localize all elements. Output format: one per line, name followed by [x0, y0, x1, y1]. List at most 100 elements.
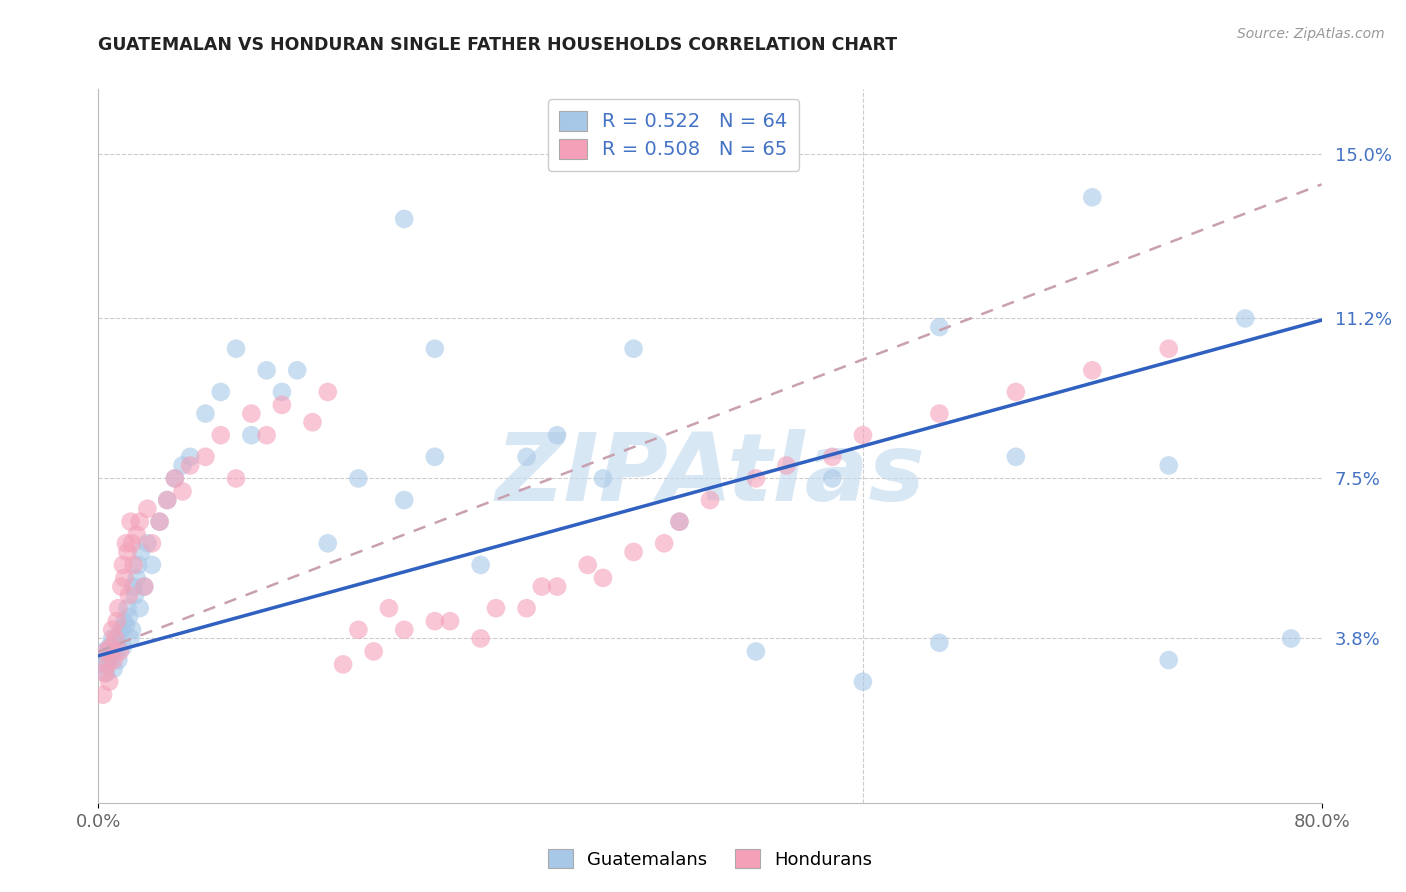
- Point: [127, 558, 149, 572]
- Point: [156, 493, 179, 508]
- Point: [163, 471, 186, 485]
- Point: [93, 666, 115, 681]
- Point: [179, 450, 201, 464]
- Point: [852, 674, 875, 689]
- Point: [105, 614, 128, 628]
- Point: [485, 601, 508, 615]
- Point: [117, 545, 139, 559]
- Point: [107, 653, 129, 667]
- Point: [256, 363, 278, 377]
- Point: [101, 623, 124, 637]
- Point: [516, 450, 538, 464]
- Point: [93, 644, 115, 658]
- Point: [91, 657, 114, 672]
- Point: [134, 580, 156, 594]
- Point: [194, 407, 217, 421]
- Point: [285, 363, 308, 377]
- Point: [270, 384, 294, 399]
- Point: [745, 644, 768, 658]
- Text: Source: ZipAtlas.com: Source: ZipAtlas.com: [1237, 27, 1385, 41]
- Point: [105, 636, 128, 650]
- Legend: Guatemalans, Hondurans: Guatemalans, Hondurans: [540, 842, 880, 876]
- Point: [97, 657, 120, 672]
- Point: [136, 501, 159, 516]
- Point: [125, 527, 148, 541]
- Point: [122, 558, 145, 572]
- Point: [470, 632, 492, 646]
- Point: [149, 515, 172, 529]
- Point: [301, 415, 323, 429]
- Point: [316, 536, 339, 550]
- Point: [423, 342, 446, 356]
- Point: [1234, 311, 1257, 326]
- Point: [118, 610, 141, 624]
- Point: [149, 515, 172, 529]
- Text: GUATEMALAN VS HONDURAN SINGLE FATHER HOUSEHOLDS CORRELATION CHART: GUATEMALAN VS HONDURAN SINGLE FATHER HOU…: [98, 36, 897, 54]
- Point: [439, 614, 461, 628]
- Point: [470, 558, 492, 572]
- Text: ZIPAtlas: ZIPAtlas: [495, 428, 925, 521]
- Point: [118, 588, 141, 602]
- Point: [112, 571, 135, 585]
- Point: [141, 536, 163, 550]
- Point: [1081, 363, 1104, 377]
- Point: [423, 450, 446, 464]
- Point: [852, 428, 875, 442]
- Point: [100, 640, 122, 654]
- Point: [775, 458, 797, 473]
- Point: [516, 601, 538, 615]
- Point: [209, 384, 232, 399]
- Point: [97, 653, 120, 667]
- Point: [699, 493, 721, 508]
- Point: [209, 428, 232, 442]
- Point: [240, 428, 263, 442]
- Point: [103, 653, 125, 667]
- Point: [134, 580, 156, 594]
- Point: [104, 644, 127, 658]
- Point: [240, 407, 263, 421]
- Point: [98, 640, 121, 654]
- Point: [1157, 653, 1180, 667]
- Point: [91, 688, 114, 702]
- Point: [111, 640, 134, 654]
- Point: [163, 471, 186, 485]
- Point: [270, 398, 294, 412]
- Point: [392, 623, 416, 637]
- Point: [1004, 384, 1026, 399]
- Point: [103, 662, 125, 676]
- Point: [623, 545, 645, 559]
- Point: [225, 471, 247, 485]
- Point: [928, 636, 950, 650]
- Point: [128, 601, 150, 615]
- Point: [576, 558, 599, 572]
- Point: [332, 657, 354, 672]
- Point: [108, 644, 131, 658]
- Point: [592, 571, 614, 585]
- Point: [156, 493, 179, 508]
- Point: [668, 515, 690, 529]
- Point: [141, 558, 163, 572]
- Point: [111, 558, 134, 572]
- Point: [652, 536, 675, 550]
- Point: [121, 536, 143, 550]
- Point: [392, 493, 416, 508]
- Point: [104, 632, 127, 646]
- Point: [128, 515, 150, 529]
- Point: [117, 601, 139, 615]
- Point: [423, 614, 446, 628]
- Point: [347, 623, 370, 637]
- Point: [928, 320, 950, 334]
- Point: [94, 666, 117, 681]
- Point: [94, 644, 117, 658]
- Point: [623, 342, 645, 356]
- Point: [115, 618, 138, 632]
- Point: [1157, 342, 1180, 356]
- Point: [225, 342, 247, 356]
- Point: [98, 674, 121, 689]
- Point: [107, 601, 129, 615]
- Point: [1157, 458, 1180, 473]
- Point: [821, 450, 844, 464]
- Point: [592, 471, 614, 485]
- Point: [378, 601, 401, 615]
- Point: [256, 428, 278, 442]
